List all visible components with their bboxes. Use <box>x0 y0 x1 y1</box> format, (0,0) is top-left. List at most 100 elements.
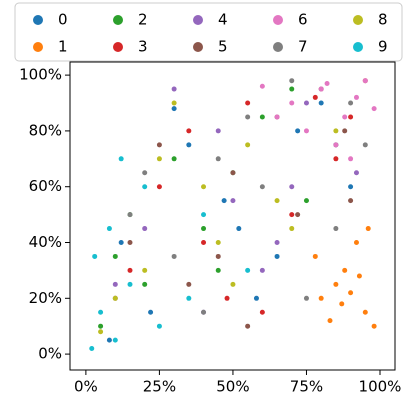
point <box>348 184 354 190</box>
point <box>142 281 148 287</box>
legend-label: 9 <box>378 38 388 56</box>
point <box>289 86 295 92</box>
legend-label: 6 <box>298 11 308 29</box>
point <box>201 226 207 232</box>
point <box>312 94 318 100</box>
point <box>295 128 301 134</box>
point <box>295 212 301 218</box>
legend-label: 5 <box>218 38 228 56</box>
point <box>201 184 207 190</box>
point <box>303 295 309 301</box>
point <box>201 212 207 218</box>
point <box>142 267 148 273</box>
point <box>303 198 309 204</box>
point <box>142 184 148 190</box>
y-tick-label: 0% <box>38 345 62 363</box>
point <box>348 198 354 204</box>
point <box>353 240 359 246</box>
point <box>245 142 251 148</box>
legend-label: 3 <box>138 38 148 56</box>
point <box>92 253 98 259</box>
y-tick-label: 20% <box>29 289 62 307</box>
point <box>274 114 280 120</box>
point <box>289 212 295 218</box>
point <box>215 253 221 259</box>
point <box>156 323 162 329</box>
point <box>127 267 133 273</box>
x-tick-label: 75% <box>290 378 323 396</box>
point <box>253 295 259 301</box>
x-tick-label: 100% <box>359 378 402 396</box>
point <box>274 253 280 259</box>
point <box>201 309 207 315</box>
point <box>118 240 124 246</box>
point <box>171 100 177 106</box>
y-tick-label: 100% <box>19 66 62 84</box>
point <box>259 267 265 273</box>
point <box>127 240 133 246</box>
point <box>245 267 251 273</box>
point <box>112 281 118 287</box>
point <box>224 295 230 301</box>
legend-marker <box>193 15 203 25</box>
point <box>365 226 371 232</box>
x-tick-label: 50% <box>216 378 249 396</box>
y-tick-label: 80% <box>29 121 62 139</box>
point <box>312 253 318 259</box>
point <box>112 337 118 343</box>
legend-marker <box>33 42 43 52</box>
point <box>348 114 354 120</box>
point <box>106 226 112 232</box>
legend-label: 4 <box>218 11 228 29</box>
point <box>171 156 177 162</box>
point <box>353 170 359 176</box>
point <box>333 281 339 287</box>
point <box>89 346 95 352</box>
point <box>342 267 348 273</box>
point <box>112 253 118 259</box>
point <box>289 226 295 232</box>
point <box>127 281 133 287</box>
point <box>289 78 295 84</box>
point <box>333 128 339 134</box>
point <box>98 309 104 315</box>
point <box>201 240 207 246</box>
plot-frame <box>69 61 396 371</box>
point <box>156 184 162 190</box>
point <box>318 86 324 92</box>
legend-label: 7 <box>298 38 308 56</box>
point <box>127 212 133 218</box>
point <box>215 128 221 134</box>
point <box>230 170 236 176</box>
point <box>339 301 345 307</box>
point <box>156 142 162 148</box>
point <box>259 114 265 120</box>
point <box>371 323 377 329</box>
point <box>371 106 377 112</box>
legend-label: 2 <box>138 11 148 29</box>
point <box>289 184 295 190</box>
point <box>230 198 236 204</box>
point <box>142 226 148 232</box>
point <box>353 94 359 100</box>
point <box>215 156 221 162</box>
point <box>333 156 339 162</box>
point <box>118 156 124 162</box>
point <box>142 170 148 176</box>
point <box>303 100 309 106</box>
point <box>324 80 330 86</box>
point <box>259 83 265 89</box>
point <box>230 281 236 287</box>
point <box>186 281 192 287</box>
point <box>318 295 324 301</box>
point <box>236 226 242 232</box>
point <box>342 114 348 120</box>
legend-marker <box>193 42 203 52</box>
point <box>245 100 251 106</box>
point <box>221 198 227 204</box>
point <box>333 226 339 232</box>
legend-marker <box>33 15 43 25</box>
point <box>98 323 104 329</box>
point <box>342 128 348 134</box>
